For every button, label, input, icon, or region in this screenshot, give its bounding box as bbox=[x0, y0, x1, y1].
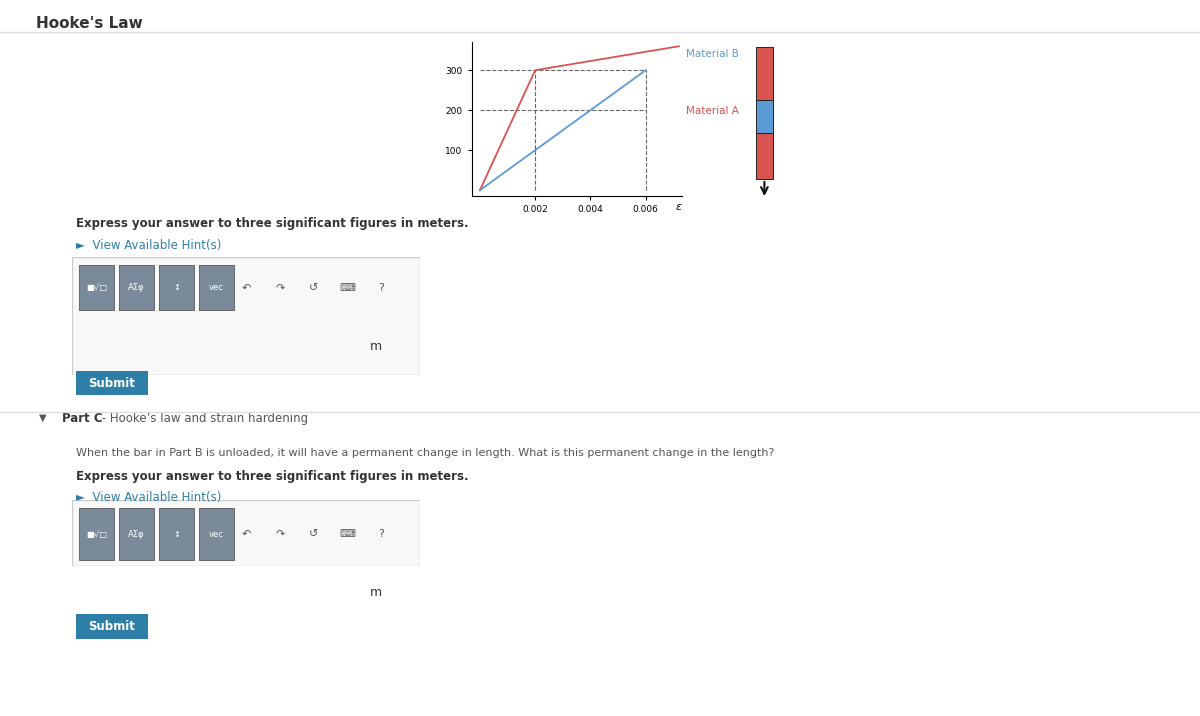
Text: AΣφ: AΣφ bbox=[128, 284, 145, 292]
Bar bbox=[119, 266, 154, 310]
Bar bbox=[158, 266, 194, 310]
Text: Express your answer to three significant figures in meters.: Express your answer to three significant… bbox=[76, 470, 468, 483]
Text: ↶: ↶ bbox=[241, 529, 251, 539]
Text: ►  View Available Hint(s): ► View Available Hint(s) bbox=[76, 239, 221, 252]
Text: ↺: ↺ bbox=[308, 283, 318, 293]
Text: ►  View Available Hint(s): ► View Available Hint(s) bbox=[76, 491, 221, 504]
Text: ↺: ↺ bbox=[308, 529, 318, 539]
Bar bbox=[119, 508, 154, 561]
Text: ↷: ↷ bbox=[275, 283, 284, 293]
Text: vec: vec bbox=[209, 530, 224, 538]
Text: m: m bbox=[370, 340, 382, 353]
Text: ↶: ↶ bbox=[241, 283, 251, 293]
Text: ↕: ↕ bbox=[173, 530, 180, 538]
Text: ?: ? bbox=[378, 529, 384, 539]
Text: Material A: Material A bbox=[686, 106, 739, 116]
Text: Submit: Submit bbox=[88, 620, 136, 633]
Text: ■√□: ■√□ bbox=[85, 530, 107, 538]
Text: Part C: Part C bbox=[62, 412, 103, 425]
Text: $\varepsilon$: $\varepsilon$ bbox=[676, 202, 683, 212]
Text: ⌨: ⌨ bbox=[340, 283, 355, 293]
Bar bbox=[756, 132, 773, 179]
Text: Submit: Submit bbox=[88, 377, 136, 390]
Text: - Hooke’s law and strain hardening: - Hooke’s law and strain hardening bbox=[98, 412, 308, 425]
Text: ?: ? bbox=[378, 283, 384, 293]
Bar bbox=[79, 266, 114, 310]
Bar bbox=[756, 100, 773, 132]
Text: AΣφ: AΣφ bbox=[128, 530, 145, 538]
Text: vec: vec bbox=[209, 284, 224, 292]
Text: ■√□: ■√□ bbox=[85, 284, 107, 292]
Bar bbox=[158, 508, 194, 561]
Bar bbox=[199, 266, 234, 310]
Text: Hooke's Law: Hooke's Law bbox=[36, 16, 143, 31]
Bar bbox=[199, 508, 234, 561]
Text: Material B: Material B bbox=[686, 49, 739, 59]
Text: ⌨: ⌨ bbox=[340, 529, 355, 539]
Text: When the bar in Part B is unloaded, it will have a permanent change in length. W: When the bar in Part B is unloaded, it w… bbox=[76, 448, 774, 458]
Text: Express your answer to three significant figures in meters.: Express your answer to three significant… bbox=[76, 217, 468, 230]
Bar bbox=[756, 47, 773, 100]
Bar bbox=[79, 508, 114, 561]
Text: ↕: ↕ bbox=[173, 284, 180, 292]
Text: m: m bbox=[370, 586, 382, 599]
Text: ↷: ↷ bbox=[275, 529, 284, 539]
Text: ▼: ▼ bbox=[40, 413, 47, 423]
